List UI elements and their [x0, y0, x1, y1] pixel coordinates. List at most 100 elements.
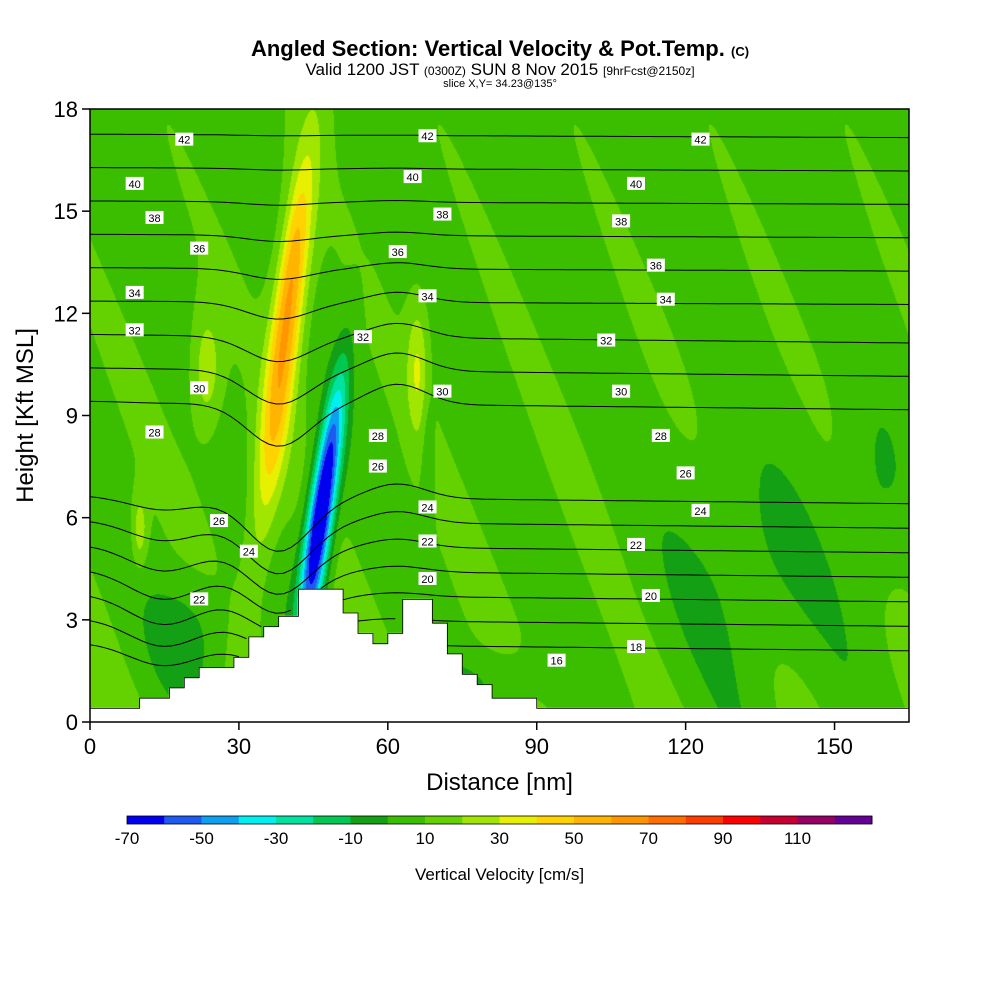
isentrope-line [90, 167, 909, 172]
isentrope-label-box [627, 176, 645, 190]
isentrope-label: 30 [615, 387, 627, 399]
chart-subtitle: Valid 1200 JST (0300Z) SUN 8 Nov 2015 [9… [305, 60, 695, 79]
isentrope-label-box [433, 207, 452, 221]
isentrope-label: 38 [615, 216, 627, 228]
isentrope-label-box [403, 170, 422, 184]
isentrope-label: 16 [550, 656, 562, 668]
isentrope-line [89, 483, 910, 552]
isentrope-label: 24 [694, 506, 706, 518]
slice-info: slice X,Y= 34.23@135° [443, 78, 557, 90]
isentrope-line [90, 322, 910, 363]
colorbar-swatch [760, 816, 798, 824]
isentrope-line [90, 262, 909, 280]
isentrope-label: 26 [372, 462, 384, 474]
colorbar-tick-label: 90 [714, 829, 733, 848]
isentrope-label-box [418, 129, 437, 143]
isentrope-label-box [418, 534, 437, 548]
isentrope-label: 36 [650, 261, 662, 273]
x-tick-label: 120 [667, 734, 704, 759]
y-tick-label: 18 [54, 97, 78, 122]
isentrope-line [90, 133, 909, 139]
isentrope-label: 34 [129, 288, 141, 300]
isentrope-label-box [418, 500, 437, 514]
isentrope-line [89, 644, 910, 667]
colorbar-tick-label: -50 [189, 829, 214, 848]
isentrope-label: 28 [655, 431, 667, 443]
y-tick-label: 15 [54, 199, 78, 224]
colorbar-swatch [574, 816, 612, 824]
colorbar-label: Vertical Velocity [cm/s] [415, 865, 584, 884]
isentrope-label-box [354, 330, 372, 344]
isentrope-label-box [190, 241, 209, 255]
y-tick-label: 6 [66, 506, 78, 531]
colorbar-swatch [648, 816, 687, 824]
isentrope-label: 34 [660, 295, 672, 307]
colorbar-swatch [723, 816, 761, 824]
colorbar-tick-label: -30 [264, 829, 289, 848]
isentrope-line [89, 231, 909, 243]
isentrope-label-box [190, 592, 209, 606]
isentrope-label: 36 [193, 244, 205, 256]
isentrope-label: 42 [421, 131, 433, 143]
isentrope-label-box [547, 653, 566, 667]
isentrope-label: 18 [630, 642, 642, 654]
isentrope-label: 22 [630, 540, 642, 552]
isentrope-label-box [627, 537, 645, 551]
isentrope-labels: 42 42 42 40 40 40 38 38 38 36 36 36 34 34 34 32 32 32 30 30… [125, 129, 710, 668]
isentrope-label: 24 [243, 547, 255, 559]
x-tick-label: 60 [376, 734, 400, 759]
colorbar-swatch [611, 816, 649, 824]
colorbar-tick-label: -70 [115, 829, 140, 848]
colorbar-swatch [536, 816, 575, 824]
isentrope-line [89, 592, 910, 628]
isentrope-label: 22 [193, 594, 205, 606]
isentrope-label-box [646, 258, 665, 272]
colorbar-tick-label: 30 [490, 829, 509, 848]
colorbar-swatch [685, 816, 724, 824]
x-axis-label: Distance [nm] [426, 769, 573, 796]
isentrope-label-box [145, 210, 164, 224]
isentrope-label-box [418, 571, 437, 585]
isentrope-label-box [418, 289, 437, 303]
isentrope-line [89, 383, 910, 447]
y-axis-label: Height [Kft MSL] [12, 328, 39, 503]
y-tick-label: 12 [54, 301, 78, 326]
isentrope-label-box [145, 425, 164, 439]
isentrope-label: 32 [600, 336, 612, 348]
isentrope-label: 26 [680, 468, 692, 480]
isentrope-line [89, 511, 910, 575]
isentrope-label: 28 [148, 428, 160, 440]
colorbar-tick-label: 70 [639, 829, 658, 848]
colorbar-swatch [499, 816, 538, 824]
isentrope-label-box [239, 544, 258, 558]
isentrope-label-box [125, 323, 144, 337]
isentrope-label-box [612, 214, 631, 228]
isentrope-label: 20 [421, 574, 433, 586]
colorbar-swatch [797, 816, 836, 824]
isentrope-label-box [612, 384, 631, 398]
colorbar-swatch [425, 816, 463, 824]
isentrope-label: 28 [372, 431, 384, 443]
isentrope-label-box [676, 466, 695, 480]
isentrope-label-box [651, 428, 670, 442]
colorbar-swatch [313, 816, 351, 824]
isentrope-label: 32 [129, 325, 141, 337]
x-tick-label: 30 [227, 734, 251, 759]
isentrope-label-box [125, 285, 144, 299]
isentrope-label: 32 [357, 332, 369, 344]
chart-title: Angled Section: Vertical Velocity & Pot.… [250, 36, 750, 61]
isentrope-label-box [691, 503, 710, 517]
isentrope-label: 38 [436, 210, 448, 222]
isentrope-label-box [175, 132, 194, 146]
colorbar-swatch [164, 816, 202, 824]
x-tick-label: 0 [84, 734, 96, 759]
isentrope-label: 36 [392, 247, 404, 259]
colorbar-swatch [276, 816, 314, 824]
colorbar-swatch [350, 816, 389, 824]
isentrope-label: 40 [630, 179, 642, 191]
colorbar-tick-label: 110 [784, 829, 811, 848]
y-tick-label: 3 [66, 608, 78, 633]
isentrope-label-box [627, 640, 645, 654]
isentrope-label: 30 [436, 387, 448, 399]
